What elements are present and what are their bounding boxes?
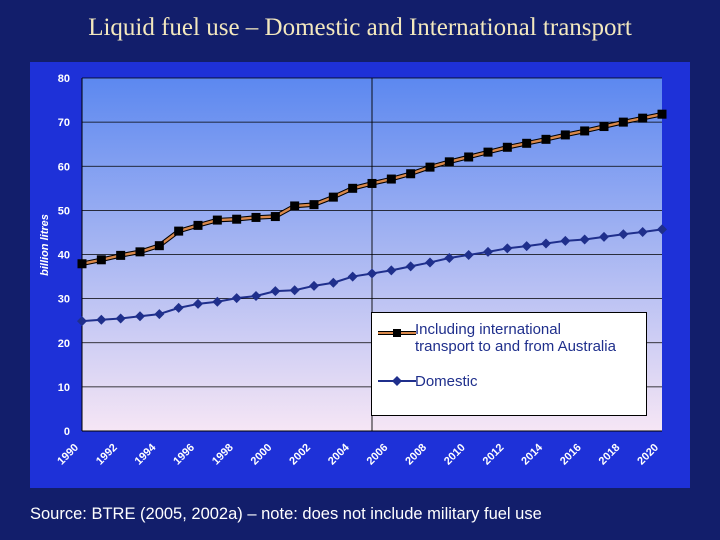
data-point-domestic (270, 286, 281, 297)
data-point-international (251, 212, 261, 222)
data-point-international (309, 200, 319, 210)
data-point-domestic (347, 271, 358, 282)
data-point-domestic (77, 316, 87, 327)
data-point-international (541, 134, 551, 144)
data-point-international (599, 122, 609, 132)
data-point-domestic (541, 238, 551, 249)
data-point-international (77, 259, 87, 269)
slide-title: Liquid fuel use – Domestic and Internati… (88, 14, 632, 41)
data-point-international (386, 174, 396, 184)
data-point-international (425, 162, 435, 172)
y-tick-label: 40 (58, 250, 70, 262)
y-tick-label: 80 (58, 73, 70, 85)
data-point-international (483, 147, 493, 157)
data-point-international (154, 241, 164, 251)
data-point-domestic (483, 246, 493, 257)
data-point-international (560, 130, 570, 140)
data-point-international (348, 183, 358, 193)
data-point-international (657, 109, 667, 119)
y-tick-label: 30 (58, 294, 70, 306)
data-point-domestic (231, 293, 242, 304)
data-point-domestic (154, 309, 165, 320)
data-point-domestic (521, 241, 532, 252)
data-point-international (174, 226, 184, 236)
data-point-domestic (115, 313, 126, 324)
data-point-international (212, 215, 222, 225)
data-point-domestic (502, 243, 513, 254)
legend-label-domestic: Domestic (415, 373, 478, 390)
data-point-international (406, 169, 416, 179)
y-tick-label: 0 (64, 426, 70, 438)
data-point-international (580, 126, 590, 136)
data-point-domestic (173, 302, 184, 313)
data-point-international (96, 255, 106, 265)
data-point-international (135, 247, 145, 257)
data-point-domestic (212, 296, 223, 307)
data-point-international (270, 212, 280, 222)
data-point-domestic (328, 277, 339, 288)
data-point-domestic (637, 226, 648, 237)
data-point-international (193, 220, 203, 230)
y-tick-label: 60 (58, 161, 70, 173)
data-point-international (618, 117, 628, 127)
data-point-domestic (405, 261, 416, 272)
y-tick-label: 50 (58, 205, 70, 217)
data-point-domestic (425, 257, 435, 268)
data-point-international (464, 152, 474, 162)
data-point-domestic (193, 298, 203, 309)
data-point-international (444, 157, 454, 167)
data-point-international (116, 250, 126, 260)
legend-label-international: Including international transport to and… (415, 321, 616, 355)
y-tick-label: 20 (58, 338, 70, 350)
data-point-international (290, 201, 300, 211)
data-point-domestic (309, 280, 319, 291)
source-note: Source: BTRE (2005, 2002a) – note: does … (30, 505, 542, 523)
data-point-international (367, 178, 377, 188)
y-tick-label: 10 (58, 382, 70, 394)
data-point-domestic (599, 231, 609, 242)
data-point-domestic (579, 234, 590, 245)
legend-diamond-marker-icon (378, 376, 416, 386)
data-point-domestic (386, 265, 397, 276)
data-point-domestic (289, 285, 300, 296)
data-point-domestic (560, 235, 571, 246)
data-point-domestic (444, 253, 455, 264)
data-point-international (502, 142, 512, 152)
data-point-international (638, 113, 648, 123)
y-tick-label: 70 (58, 117, 70, 129)
data-point-international (522, 138, 532, 148)
y-axis-title: billion litres (39, 214, 51, 276)
data-point-domestic (251, 290, 261, 301)
legend-square-marker-icon (378, 329, 416, 337)
data-point-domestic (367, 268, 377, 279)
data-point-domestic (135, 311, 145, 322)
data-point-international (232, 214, 242, 224)
data-point-international (328, 192, 338, 202)
chart-legend: Including international transport to and… (371, 312, 647, 416)
data-point-domestic (618, 229, 629, 240)
data-point-domestic (657, 224, 667, 235)
data-point-domestic (463, 249, 474, 260)
data-point-domestic (96, 314, 107, 325)
